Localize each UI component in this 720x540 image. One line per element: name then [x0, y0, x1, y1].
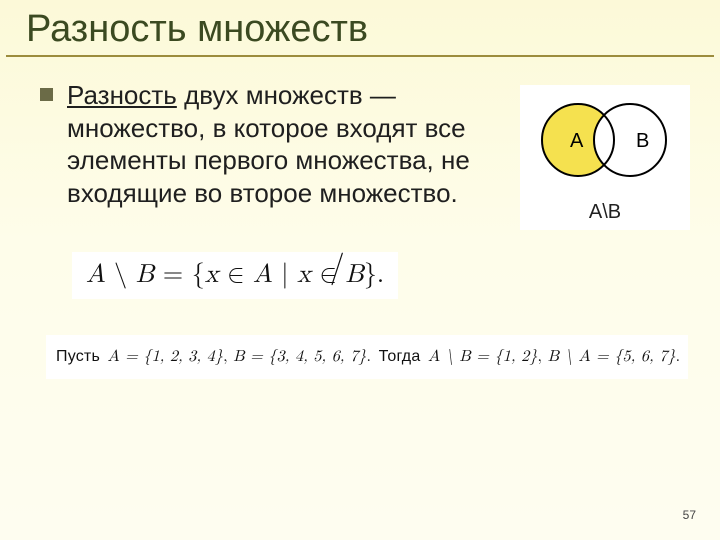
example-row: Пусть A = {1, 2, 3, 4}, B = {3, 4, 5, 6,…	[46, 335, 720, 379]
formula-in: ∈	[218, 262, 253, 288]
venn-diagram: A B A\B	[520, 85, 690, 230]
formula-row: A \ B = {x ∈ A | x ∈/ B}.	[72, 252, 720, 299]
formula-notin: ∈/	[319, 260, 336, 291]
definition-underlined: Разность	[67, 80, 177, 110]
example-ba: B \ A = {5, 6, 7}	[548, 349, 676, 365]
slash-icon: /	[329, 249, 344, 288]
page-number: 57	[683, 508, 696, 522]
formula-bar: |	[273, 262, 298, 288]
formula-B1: B	[136, 262, 154, 288]
formula-x1: x	[205, 262, 219, 288]
venn-svg: A B	[520, 85, 690, 197]
slide: Разность множеств Разность двух множеств…	[0, 0, 720, 540]
formula-definition: A \ B = {x ∈ A | x ∈/ B}.	[72, 252, 398, 299]
venn-caption: A\B	[520, 201, 690, 224]
example-a-def: A = {1, 2, 3, 4}	[108, 349, 224, 365]
example-box: Пусть A = {1, 2, 3, 4}, B = {3, 4, 5, 6,…	[46, 335, 688, 379]
example-comma2: ,	[538, 349, 548, 365]
example-comma1: ,	[223, 349, 233, 365]
formula-close: }.	[364, 262, 384, 288]
title-area: Разность множеств	[6, 0, 714, 57]
example-ab: A \ B = {1, 2}	[428, 349, 538, 365]
bullet-icon	[40, 88, 53, 101]
formula-A2: A	[253, 262, 273, 288]
venn-label-b: B	[636, 130, 649, 152]
formula-B2: B	[345, 262, 363, 288]
body-row: Разность двух множеств — множество, в ко…	[0, 57, 720, 230]
example-word-then: Тогда	[377, 348, 423, 365]
example-period1: .	[366, 349, 376, 365]
formula-eq: = {	[154, 262, 205, 288]
example-b-def: B = {3, 4, 5, 6, 7}	[233, 349, 366, 365]
formula-setminus: \	[106, 262, 136, 288]
venn-label-a: A	[570, 130, 584, 152]
slide-title: Разность множеств	[26, 8, 694, 51]
example-period2: .	[676, 349, 681, 365]
definition-text: Разность двух множеств — множество, в ко…	[67, 79, 506, 209]
formula-x2: x	[297, 262, 311, 288]
formula-A1: A	[86, 262, 106, 288]
example-word-let: Пусть	[54, 348, 102, 365]
